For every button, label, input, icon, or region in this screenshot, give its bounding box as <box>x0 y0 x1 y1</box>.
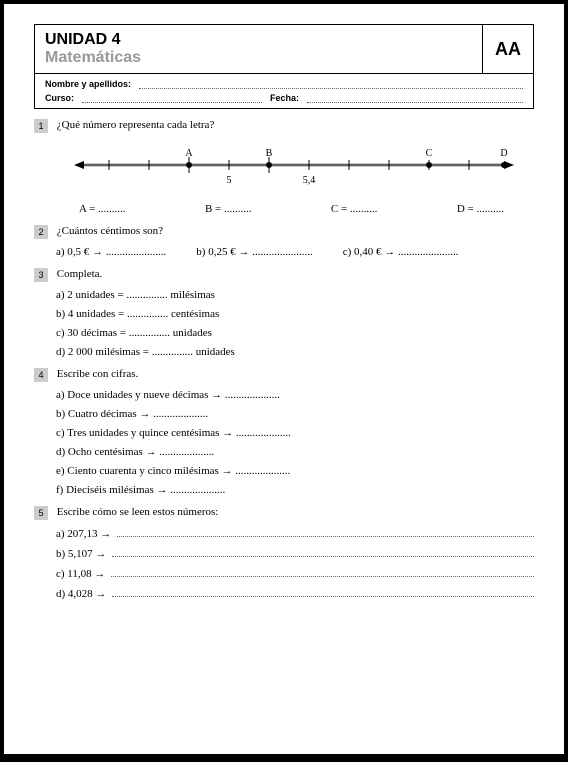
question-2: 2 ¿Cuántos céntimos son? a) 0,5 € → ....… <box>34 225 534 258</box>
name-field[interactable] <box>139 79 523 89</box>
subject-title: Matemáticas <box>45 49 472 67</box>
curso-row: Curso: Fecha: <box>45 93 523 103</box>
q5-d: d) 4,028 → <box>56 588 106 600</box>
q4-c[interactable]: c) Tres unidades y quince centésimas → .… <box>56 427 534 439</box>
fecha-field[interactable] <box>307 93 523 103</box>
unit-title: UNIDAD 4 <box>45 31 472 49</box>
question-1: 1 ¿Qué número representa cada letra? A B <box>34 119 534 215</box>
q1-number: 1 <box>34 119 48 133</box>
q4-number: 4 <box>34 368 48 382</box>
q5-text: Escribe cómo se leen estos números: <box>57 506 219 518</box>
q2-a[interactable]: a) 0,5 € → ...................... <box>56 246 166 258</box>
q3-text: Completa. <box>57 268 103 280</box>
q1-ans-b[interactable]: B = .......... <box>205 203 252 215</box>
q5-a-field[interactable] <box>117 527 534 537</box>
fecha-label: Fecha: <box>270 93 299 103</box>
q5-c-field[interactable] <box>111 567 534 577</box>
q3-b[interactable]: b) 4 unidades = ............... centésim… <box>56 308 534 320</box>
q5-c-row: c) 11,08 → <box>56 567 534 580</box>
q3-d[interactable]: d) 2 000 milésimas = ............... uni… <box>56 346 534 358</box>
number-line: A B C D 5 5,4 <box>74 147 512 189</box>
q5-b-row: b) 5,107 → <box>56 547 534 560</box>
q5-c: c) 11,08 → <box>56 568 105 580</box>
curso-label: Curso: <box>45 93 74 103</box>
number-line-svg: A B C D 5 5,4 <box>74 147 514 189</box>
nl-tick-54: 5,4 <box>303 175 316 186</box>
q5-a-row: a) 207,13 → <box>56 527 534 540</box>
nl-B: B <box>266 148 273 159</box>
q2-items: a) 0,5 € → ...................... b) 0,2… <box>56 246 534 258</box>
q4-f[interactable]: f) Dieciséis milésimas → ...............… <box>56 484 534 496</box>
q5-number: 5 <box>34 506 48 520</box>
q4-e[interactable]: e) Ciento cuarenta y cinco milésimas → .… <box>56 465 534 477</box>
q3-a[interactable]: a) 2 unidades = ............... milésima… <box>56 289 534 301</box>
q5-a: a) 207,13 → <box>56 528 111 540</box>
q5-d-row: d) 4,028 → <box>56 587 534 600</box>
nl-A: A <box>185 148 193 159</box>
q2-text: ¿Cuántos céntimos son? <box>57 225 163 237</box>
q3-number: 3 <box>34 268 48 282</box>
q2-c[interactable]: c) 0,40 € → ...................... <box>343 246 459 258</box>
q3-c[interactable]: c) 30 décimas = ............... unidades <box>56 327 534 339</box>
q2-b[interactable]: b) 0,25 € → ...................... <box>196 246 312 258</box>
q4-text: Escribe con cifras. <box>57 368 139 380</box>
nl-C: C <box>426 148 433 159</box>
question-5: 5 Escribe cómo se leen estos números: a)… <box>34 506 534 600</box>
header-top: UNIDAD 4 Matemáticas AA <box>35 25 533 74</box>
header-info: Nombre y apellidos: Curso: Fecha: <box>35 74 533 108</box>
header-main: UNIDAD 4 Matemáticas <box>35 25 482 73</box>
q2-number: 2 <box>34 225 48 239</box>
q4-d[interactable]: d) Ocho centésimas → ...................… <box>56 446 534 458</box>
nl-tick-5: 5 <box>227 175 232 186</box>
q5-b: b) 5,107 → <box>56 548 106 560</box>
q1-ans-c[interactable]: C = .......... <box>331 203 378 215</box>
question-4: 4 Escribe con cifras. a) Doce unidades y… <box>34 368 534 496</box>
worksheet-page: UNIDAD 4 Matemáticas AA Nombre y apellid… <box>4 4 564 754</box>
header-box: UNIDAD 4 Matemáticas AA Nombre y apellid… <box>34 24 534 109</box>
header-code: AA <box>482 25 533 73</box>
curso-field[interactable] <box>82 93 262 103</box>
name-row: Nombre y apellidos: <box>45 79 523 89</box>
q1-ans-d[interactable]: D = .......... <box>457 203 504 215</box>
q4-a[interactable]: a) Doce unidades y nueve décimas → .....… <box>56 389 534 401</box>
question-3: 3 Completa. a) 2 unidades = ............… <box>34 268 534 358</box>
q1-answers: A = .......... B = .......... C = ......… <box>79 203 504 215</box>
q1-text: ¿Qué número representa cada letra? <box>57 119 215 131</box>
nl-D: D <box>500 148 507 159</box>
q5-b-field[interactable] <box>112 547 534 557</box>
q4-b[interactable]: b) Cuatro décimas → .................... <box>56 408 534 420</box>
name-label: Nombre y apellidos: <box>45 79 131 89</box>
q1-ans-a[interactable]: A = .......... <box>79 203 126 215</box>
q5-d-field[interactable] <box>112 587 534 597</box>
